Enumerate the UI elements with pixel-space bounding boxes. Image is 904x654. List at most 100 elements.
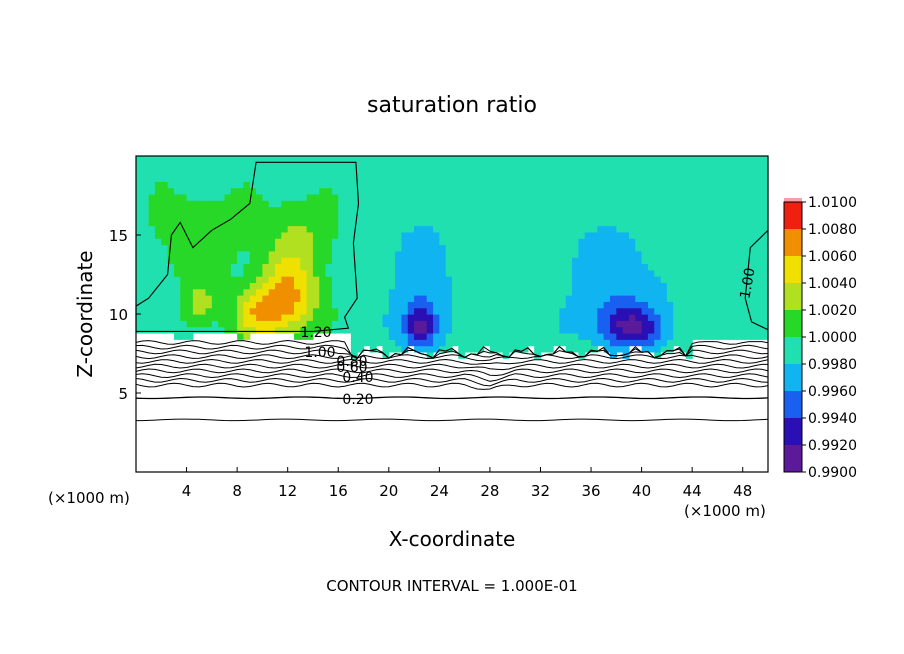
heatmap-cell <box>616 326 624 334</box>
heatmap-cell <box>553 295 561 302</box>
heatmap-cell <box>445 162 453 170</box>
heatmap-cell <box>521 231 529 239</box>
heatmap-cell <box>199 212 207 220</box>
heatmap-cell <box>496 320 504 328</box>
heatmap-cell <box>730 187 737 195</box>
plot-area: 1.201.000.800.600.400.201.00 <box>135 155 769 473</box>
heatmap-cell <box>628 244 636 252</box>
heatmap-cell <box>426 174 434 182</box>
heatmap-cell <box>192 200 200 208</box>
heatmap-cell <box>521 181 529 189</box>
heatmap-cell <box>350 263 358 271</box>
heatmap-cell <box>515 231 523 239</box>
heatmap-cell <box>666 181 674 189</box>
heatmap-cell <box>508 225 516 233</box>
heatmap-cell <box>414 332 421 340</box>
heatmap-cell <box>268 244 276 252</box>
heatmap-cell <box>591 269 598 277</box>
heatmap-cell <box>603 276 611 283</box>
heatmap-cell <box>142 162 150 170</box>
heatmap-cell <box>749 181 756 189</box>
heatmap-cell <box>312 231 320 239</box>
heatmap-cell <box>306 307 314 315</box>
heatmap-cell <box>464 231 472 239</box>
heatmap-cell <box>369 200 377 208</box>
heatmap-cell <box>382 238 390 246</box>
heatmap-cell <box>186 168 194 176</box>
heatmap-cell <box>331 307 339 315</box>
heatmap-cell <box>622 212 630 220</box>
heatmap-cell <box>433 212 440 220</box>
heatmap-cell <box>572 174 579 182</box>
heatmap-cell <box>186 282 194 290</box>
heatmap-cell <box>559 200 567 208</box>
heatmap-cell <box>256 238 263 246</box>
heatmap-cell <box>167 187 175 195</box>
heatmap-cell <box>167 263 175 271</box>
heatmap-cell <box>350 206 358 214</box>
heatmap-cell <box>546 314 554 321</box>
heatmap-cell <box>666 332 674 340</box>
heatmap-cell <box>477 244 485 252</box>
heatmap-cell <box>262 276 270 283</box>
heatmap-cell <box>723 314 731 321</box>
heatmap-cell <box>382 257 390 265</box>
heatmap-cell <box>338 231 346 239</box>
heatmap-cell <box>489 168 497 176</box>
heatmap-cell <box>610 345 617 353</box>
heatmap-cell <box>237 250 245 258</box>
heatmap-cell <box>426 219 434 227</box>
heatmap-cell <box>723 162 731 170</box>
heatmap-cell <box>344 174 352 182</box>
heatmap-cell <box>540 244 548 252</box>
heatmap-cell <box>363 162 371 170</box>
heatmap-cell <box>205 301 213 309</box>
heatmap-cell <box>597 162 605 170</box>
heatmap-cell <box>597 168 605 176</box>
heatmap-cell <box>243 181 251 189</box>
heatmap-cell <box>344 187 352 195</box>
heatmap-cell <box>584 263 592 271</box>
heatmap-cell <box>395 206 403 214</box>
heatmap-cell <box>275 162 282 170</box>
heatmap-cell <box>723 238 731 246</box>
heatmap-cell <box>395 156 403 163</box>
heatmap-cell <box>439 314 447 321</box>
heatmap-cell <box>218 162 226 170</box>
x-tick-label: 8 <box>232 482 242 500</box>
heatmap-cell <box>167 156 175 163</box>
heatmap-cell <box>597 231 605 239</box>
heatmap-cell <box>641 200 649 208</box>
heatmap-cell <box>192 320 200 328</box>
heatmap-cell <box>692 187 700 195</box>
heatmap-cell <box>357 168 365 176</box>
heatmap-cell <box>502 162 510 170</box>
heatmap-cell <box>199 162 207 170</box>
heatmap-cell <box>344 269 352 277</box>
heatmap-cell <box>711 269 719 277</box>
heatmap-cell <box>483 250 491 258</box>
heatmap-cell <box>597 307 605 315</box>
heatmap-cell <box>546 295 554 302</box>
heatmap-cell <box>647 320 655 328</box>
heatmap-cell <box>717 156 725 163</box>
heatmap-cell <box>357 206 365 214</box>
heatmap-cell <box>641 244 649 252</box>
heatmap-cell <box>755 238 763 246</box>
heatmap-cell <box>369 288 377 296</box>
heatmap-cell <box>382 282 390 290</box>
heatmap-cell <box>565 263 573 271</box>
heatmap-cell <box>161 244 169 252</box>
heatmap-cell <box>521 206 529 214</box>
heatmap-cell <box>281 174 289 182</box>
heatmap-cell <box>641 288 649 296</box>
heatmap-cell <box>711 212 719 220</box>
heatmap-cell <box>749 174 756 182</box>
heatmap-cell <box>319 181 327 189</box>
heatmap-cell <box>477 231 485 239</box>
heatmap-cell <box>249 276 257 283</box>
heatmap-cell <box>142 200 150 208</box>
heatmap-cell <box>641 282 649 290</box>
heatmap-cell <box>698 320 706 328</box>
heatmap-cell <box>414 269 421 277</box>
